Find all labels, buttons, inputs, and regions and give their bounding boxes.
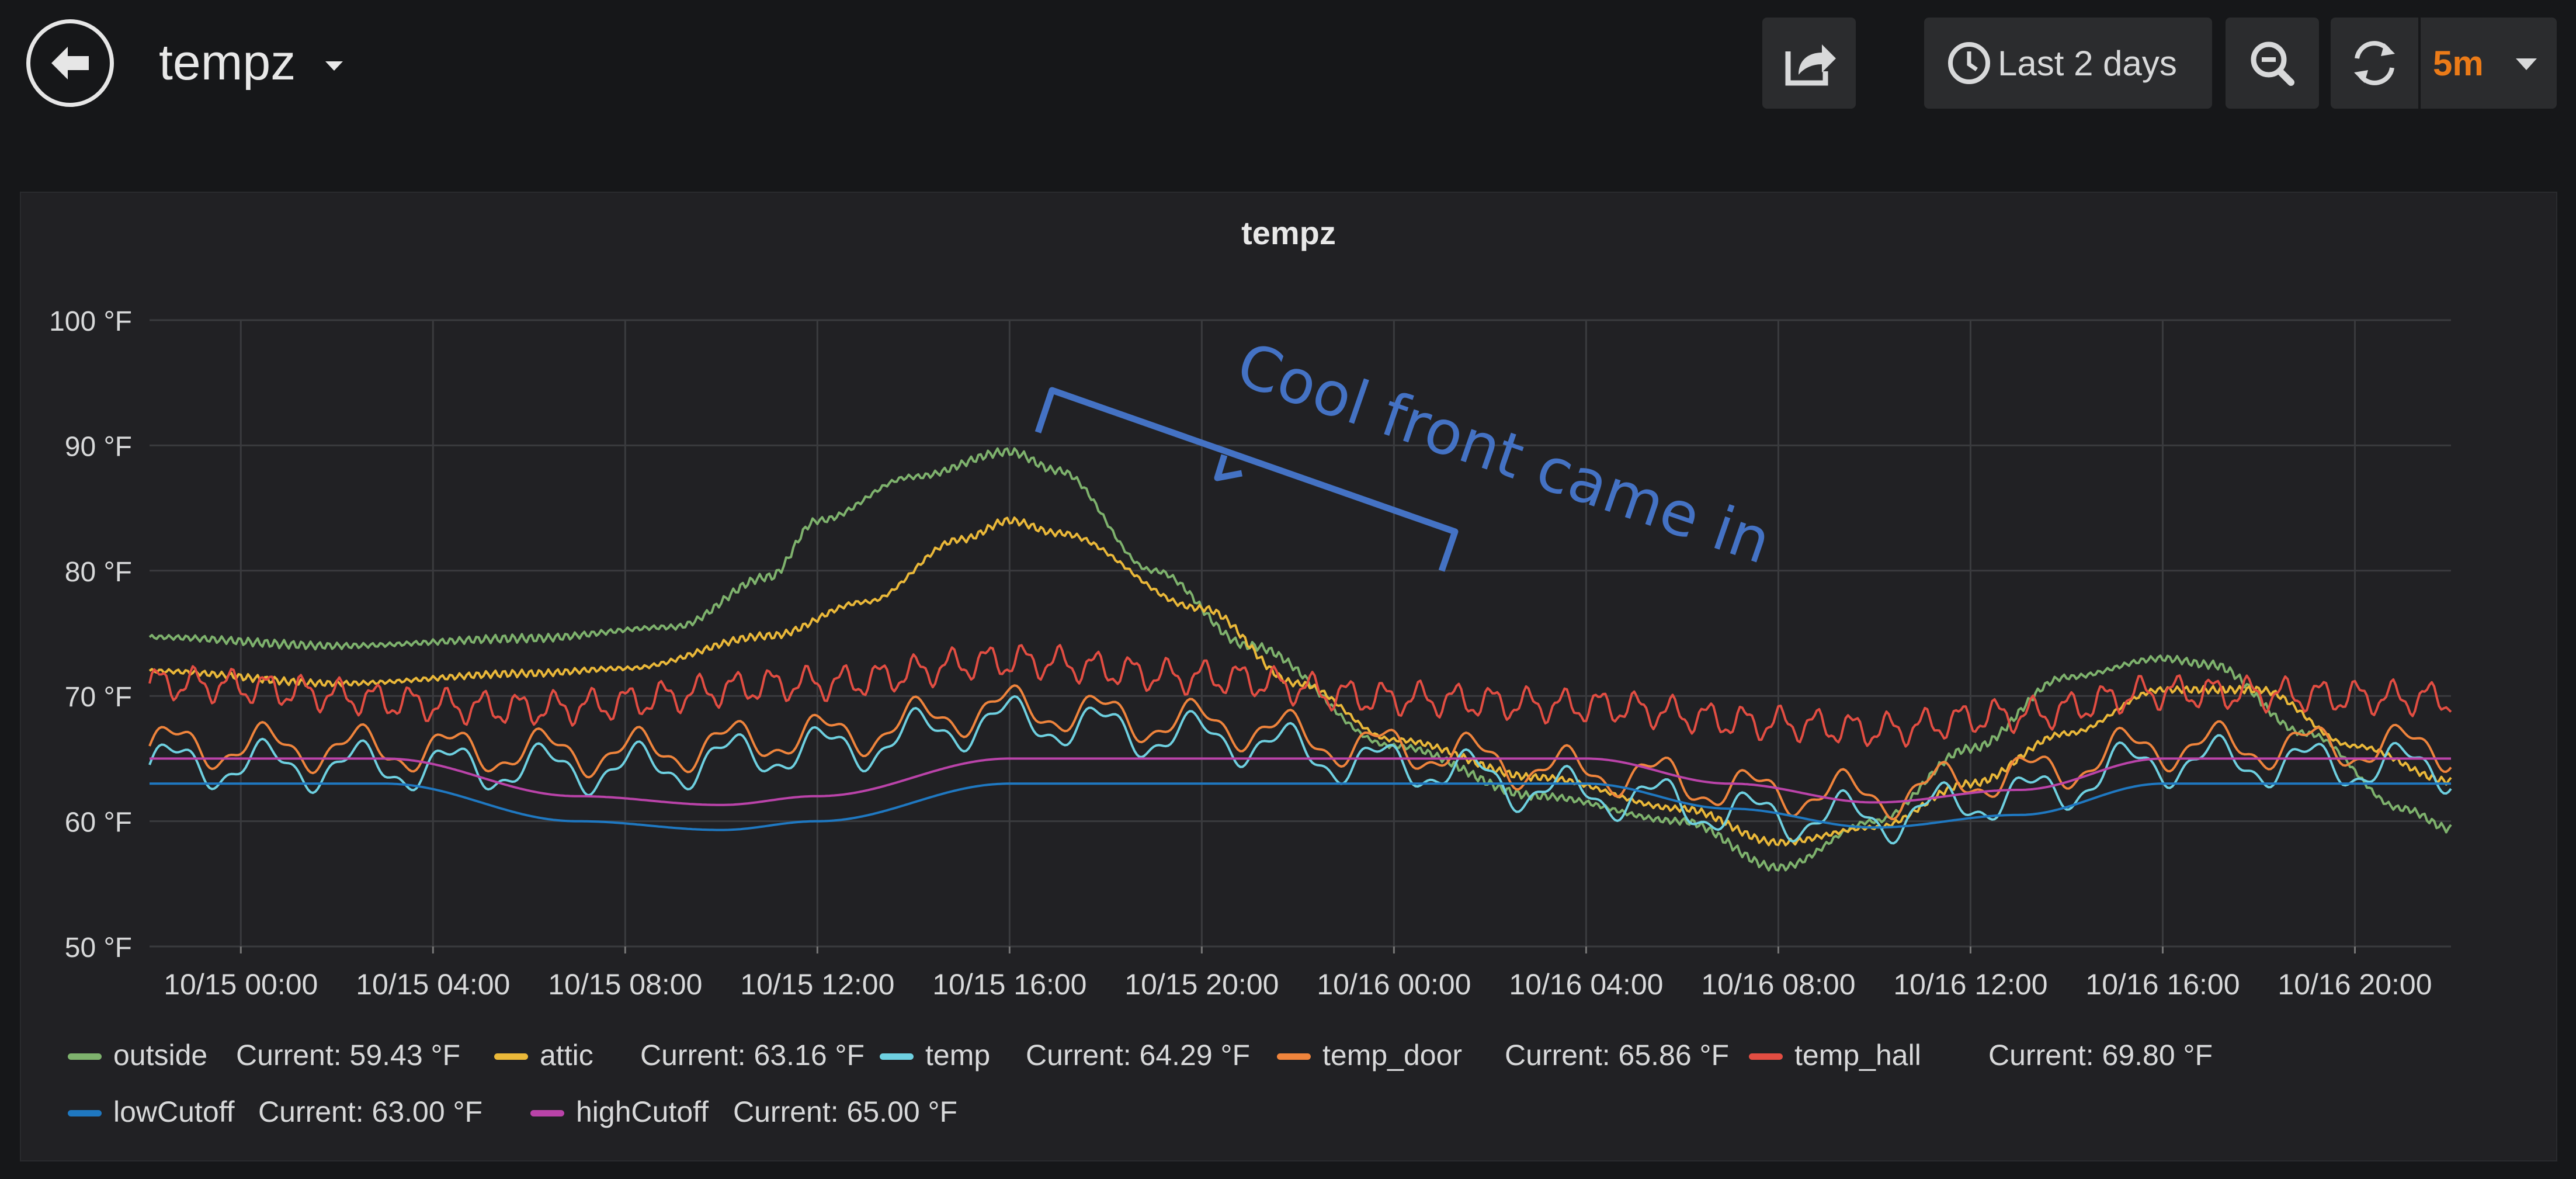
refresh-picker[interactable]: 5m [2331, 18, 2557, 109]
annotation-brace-tip [1214, 454, 1243, 481]
x-tick-label: 10/16 20:00 [2278, 968, 2432, 1001]
series-line-highCutoff [150, 757, 2451, 806]
x-tick-label: 10/15 16:00 [932, 968, 1086, 1001]
chart-grid [150, 319, 2451, 953]
legend-current-value: Current: 65.86 °F [1505, 1039, 1730, 1071]
refresh-interval-label[interactable]: 5m [2433, 44, 2484, 83]
legend-series-name: temp_hall [1794, 1039, 1921, 1071]
legend-series-name: outside [113, 1039, 208, 1071]
y-tick-label: 50 °F [65, 932, 132, 963]
legend-current-value: Current: 63.16 °F [640, 1039, 865, 1071]
x-tick-label: 10/16 12:00 [1893, 968, 2047, 1001]
legend-swatch [494, 1053, 528, 1060]
legend-series-name: attic [540, 1039, 593, 1071]
y-tick-label: 90 °F [65, 431, 132, 462]
zoom-out-icon [2251, 41, 2294, 86]
zoom-out-button[interactable] [2226, 18, 2319, 109]
clock-icon [1948, 42, 1990, 84]
legend-swatch [1277, 1053, 1311, 1060]
time-range-label: Last 2 days [1998, 44, 2177, 83]
annotation-text: Cool front came in [1228, 328, 1780, 578]
y-tick-label: 60 °F [65, 807, 132, 838]
legend-current-value: Current: 59.43 °F [236, 1039, 461, 1071]
chart-series [148, 447, 2452, 872]
legend-swatch [68, 1053, 102, 1060]
x-tick-label: 10/16 08:00 [1701, 968, 1855, 1001]
cool-front-annotation: Cool front came in [1034, 328, 1780, 578]
series-line-outside [148, 447, 2452, 872]
x-tick-label: 10/16 00:00 [1317, 968, 1471, 1001]
x-tick-label: 10/16 16:00 [2085, 968, 2240, 1001]
legend-swatch [880, 1053, 914, 1060]
y-tick-label: 70 °F [65, 682, 132, 713]
dashboard-header: tempz Last 2 days 5m [0, 0, 2576, 133]
series-line-lowCutoff [150, 782, 2451, 831]
refresh-icon[interactable] [2331, 18, 2418, 109]
share-icon [1785, 44, 1836, 86]
legend-current-value: Current: 63.00 °F [258, 1095, 483, 1128]
legend-swatch [1749, 1053, 1783, 1060]
x-tick-label: 10/15 20:00 [1124, 968, 1279, 1001]
y-tick-label: 100 °F [49, 306, 132, 337]
legend-current-value: Current: 69.80 °F [1988, 1039, 2213, 1071]
x-tick-label: 10/15 08:00 [548, 968, 702, 1001]
x-tick-label: 10/15 04:00 [356, 968, 510, 1001]
legend-swatch [68, 1110, 102, 1116]
x-tick-label: 10/15 00:00 [164, 968, 318, 1001]
chart-title: tempz [1241, 214, 1336, 251]
arrow-left-circle-icon [51, 47, 89, 79]
series-line-temp [148, 695, 2452, 845]
series-line-attic [148, 516, 2452, 847]
legend-current-value: Current: 64.29 °F [1026, 1039, 1251, 1071]
legend-series-name: highCutoff [576, 1095, 709, 1128]
x-tick-label: 10/15 12:00 [740, 968, 894, 1001]
refresh-divider [2418, 18, 2421, 109]
caret-down-icon[interactable] [324, 60, 344, 72]
legend-current-value: Current: 65.00 °F [733, 1095, 958, 1128]
annotation-brace [1034, 387, 1459, 572]
x-axis: 10/15 00:00 10/15 04:00 10/15 08:00 10/15 1… [164, 968, 2432, 1001]
series-line-temp_door [148, 684, 2452, 821]
series-line-temp_hall [148, 644, 2452, 748]
y-tick-label: 80 °F [65, 557, 132, 588]
legend-series-name: temp [925, 1039, 991, 1071]
caret-down-icon[interactable] [2515, 57, 2538, 71]
dashboard-title[interactable]: tempz [159, 34, 296, 91]
time-range-picker[interactable]: Last 2 days [1924, 18, 2212, 109]
back-button[interactable] [26, 19, 114, 107]
legend-series-name: temp_door [1322, 1039, 1463, 1071]
x-tick-label: 10/16 04:00 [1509, 968, 1663, 1001]
line-chart[interactable]: tempz 100 °F 90 °F 80 °F 70 °F 60 °F 50 °F 10… [21, 193, 2556, 1160]
share-button[interactable] [1762, 18, 1856, 109]
legend-series-name: lowCutoff [113, 1095, 235, 1128]
legend-swatch [530, 1110, 564, 1116]
y-axis: 100 °F 90 °F 80 °F 70 °F 60 °F 50 °F [49, 306, 132, 963]
graph-panel: tempz 100 °F 90 °F 80 °F 70 °F 60 °F 50 °F 10… [20, 192, 2557, 1161]
